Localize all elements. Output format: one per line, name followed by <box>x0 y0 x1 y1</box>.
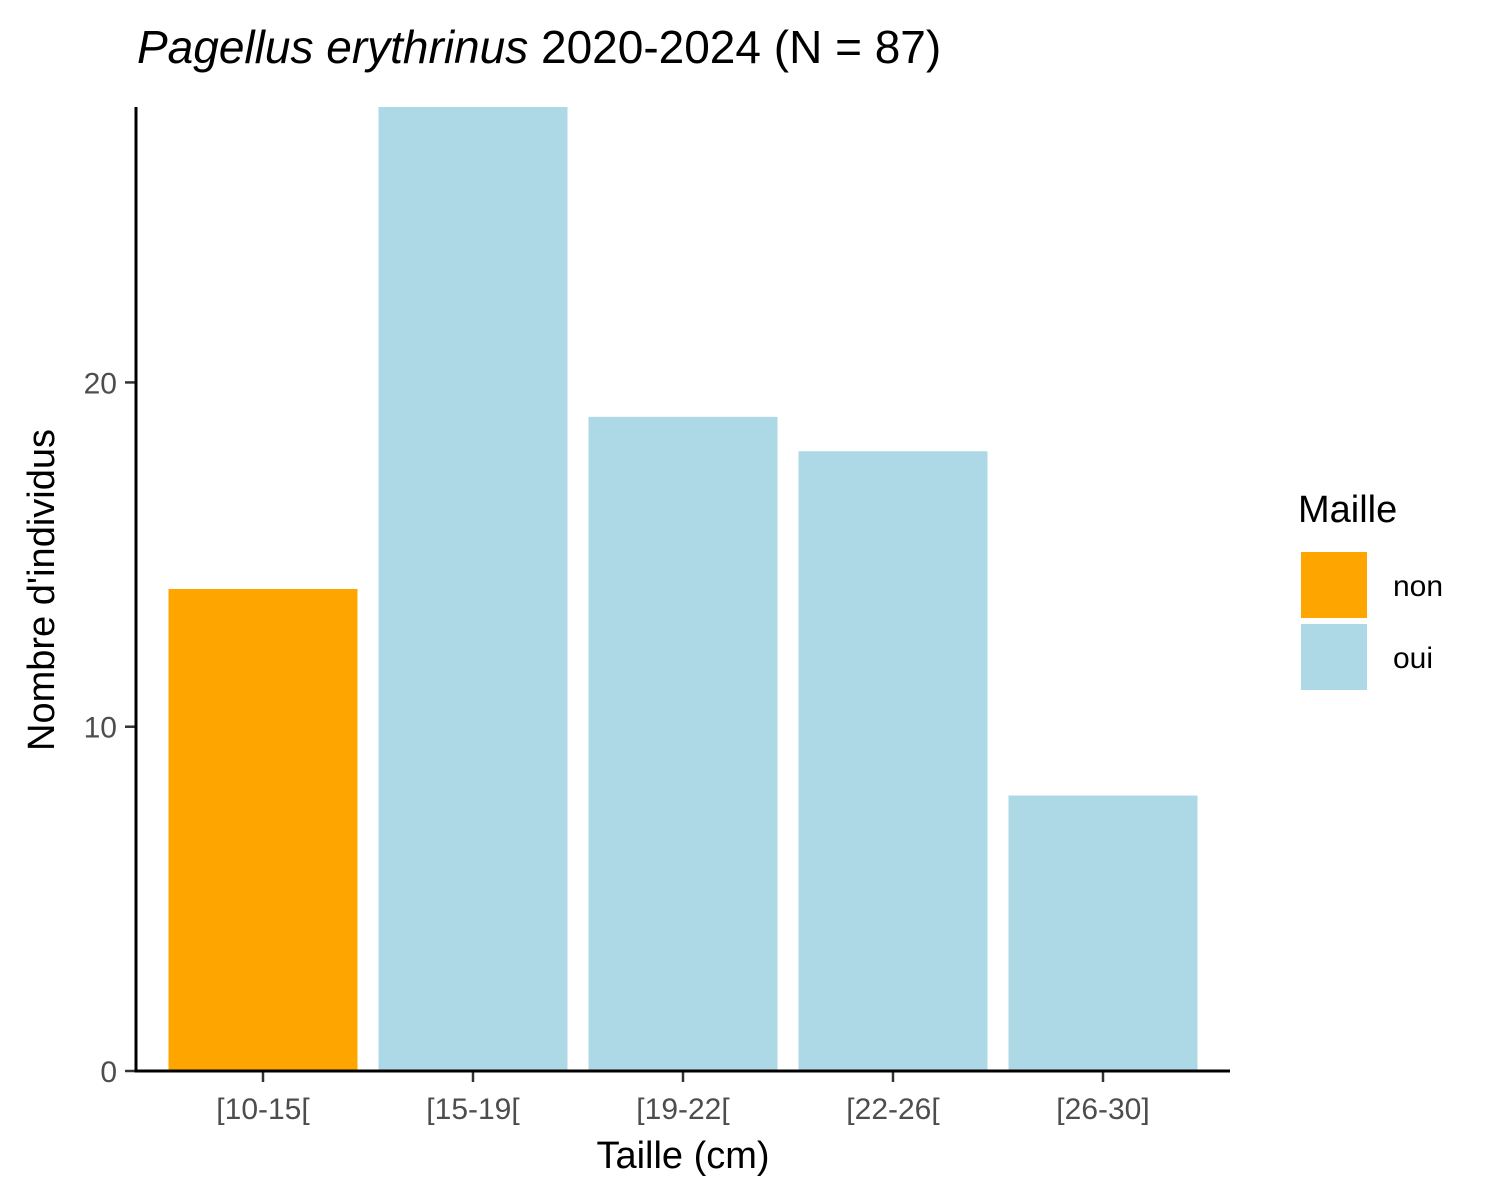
x-axis-ticks: [10-15[ [15-19[ [19-22[ [22-26[ [26-30] <box>216 1072 1150 1126</box>
y-axis-title: Nombre d'individus <box>21 429 63 751</box>
bar-2 <box>378 107 568 1071</box>
bars-group <box>168 107 1198 1071</box>
bar-5 <box>1008 795 1198 1071</box>
chart-title: Pagellus erythrinus 2020-2024 (N = 87) <box>137 21 941 73</box>
legend-key-non <box>1301 552 1367 618</box>
x-tick-label: [15-19[ <box>426 1093 520 1126</box>
x-tick-label: [26-30] <box>1056 1093 1149 1126</box>
bar-3 <box>588 416 778 1071</box>
legend: Maille non oui <box>1298 489 1443 690</box>
legend-label-non: non <box>1393 570 1443 603</box>
bar-4 <box>798 451 988 1071</box>
y-tick-label: 0 <box>100 1056 117 1089</box>
chart-title-species: Pagellus erythrinus <box>137 21 528 73</box>
legend-label-oui: oui <box>1393 642 1433 675</box>
x-tick-label: [19-22[ <box>636 1093 730 1126</box>
x-tick-label: [10-15[ <box>216 1093 310 1126</box>
y-tick-label: 20 <box>84 367 117 400</box>
x-tick-label: [22-26[ <box>846 1093 940 1126</box>
legend-key-oui <box>1301 624 1367 690</box>
x-axis-title: Taille (cm) <box>596 1135 769 1177</box>
y-tick-label: 10 <box>84 712 117 745</box>
chart-title-rest: 2020-2024 (N = 87) <box>528 21 941 73</box>
legend-title: Maille <box>1298 489 1397 531</box>
bar-1 <box>168 589 358 1071</box>
y-axis-ticks: 0 10 20 <box>84 367 135 1089</box>
